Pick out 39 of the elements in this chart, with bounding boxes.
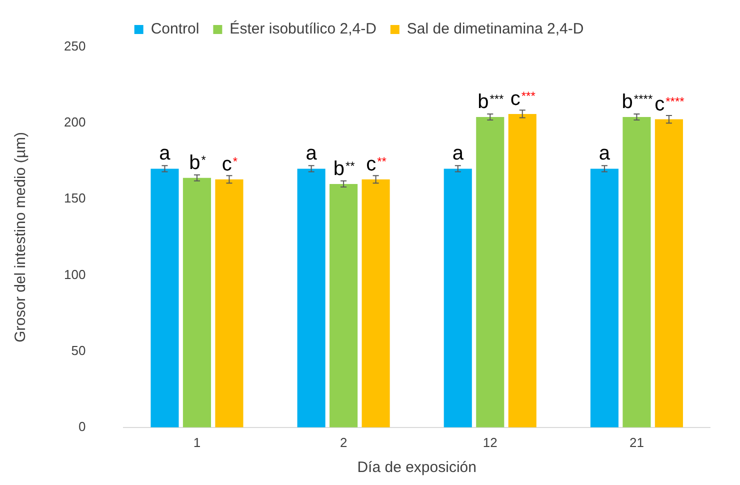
x-tick-label: 1 [193,434,201,450]
y-tick-label: 250 [64,38,86,54]
bar [215,179,244,428]
annotation: a [452,142,464,165]
x-tick-label: 21 [629,434,644,450]
bar [508,114,536,428]
legend-label: Éster isobutílico 2,4-D [230,20,377,38]
annotation: b*** [478,90,504,113]
x-tick-label: 12 [482,434,498,450]
legend-label: Sal de dimetinamina 2,4-D [406,20,584,38]
bar [150,168,179,428]
bar [362,179,390,428]
annotation: a [159,142,172,165]
bar [444,168,472,428]
y-axis-title: Grosor del intestino medio (µm) [12,132,30,342]
bar [182,178,212,428]
bar [654,119,683,428]
annotation: a [598,142,611,165]
y-tick-label: 0 [78,418,86,434]
annotation: c*** [510,88,536,110]
y-tick-label: 150 [64,190,86,206]
legend-label: Control [150,20,200,38]
bar [330,184,358,428]
bar [476,116,504,428]
bar [297,168,326,428]
x-axis-title: Día de exposición [357,459,476,476]
annotation: b** [333,158,356,180]
annotation: a [306,142,318,165]
y-tick-label: 50 [71,342,86,358]
y-tick-label: 100 [64,266,86,282]
annotation: c* [222,153,238,176]
y-tick-label: 200 [64,114,86,130]
annotation: b**** [622,90,653,113]
annotation: b* [189,152,206,174]
bar [590,168,618,428]
x-tick-label: 2 [340,434,348,450]
annotation: c**** [654,93,685,116]
bar [622,116,651,428]
annotation: c** [366,153,387,176]
